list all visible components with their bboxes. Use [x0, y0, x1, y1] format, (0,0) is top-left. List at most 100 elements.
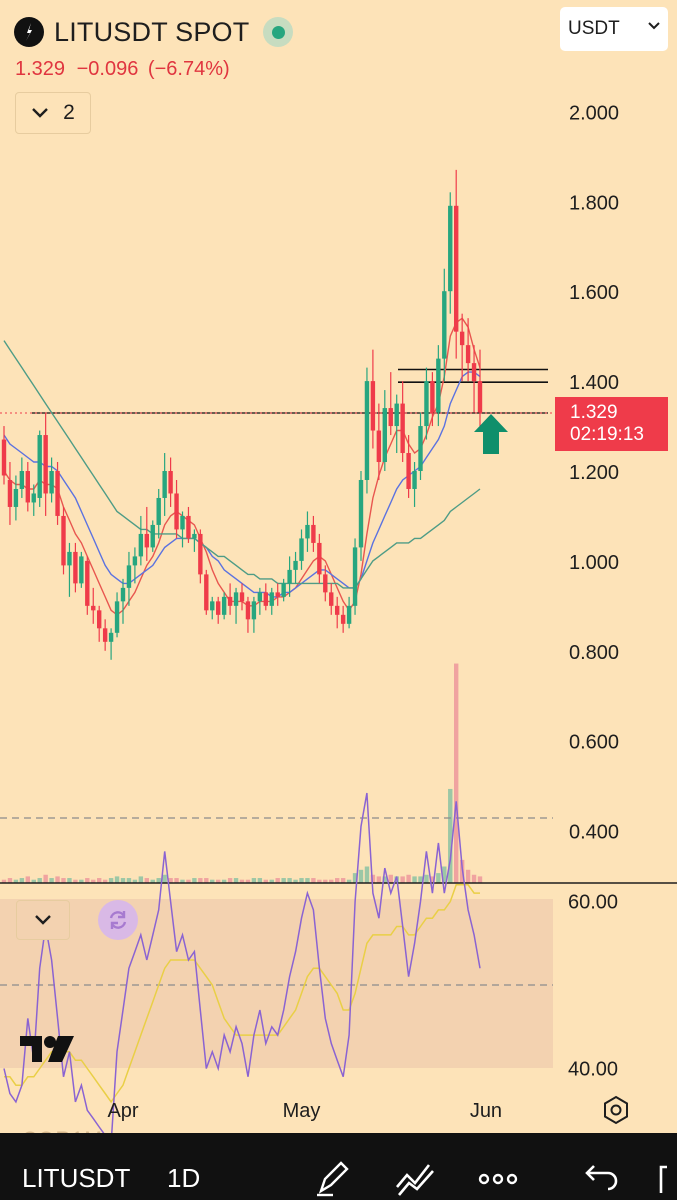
currency-select[interactable]: USDT — [560, 7, 668, 51]
volume-bar — [221, 879, 227, 883]
price-tick-label: 1.000 — [569, 552, 619, 574]
candle — [340, 605, 346, 633]
volume-bar — [204, 878, 209, 883]
price-change-line: 1.329 −0.096 (−6.74%) — [15, 58, 230, 81]
brush-icon[interactable] — [313, 1157, 353, 1197]
volume-bar — [49, 878, 54, 883]
candle — [85, 556, 90, 615]
volume-bar — [263, 879, 268, 883]
refresh-icon[interactable] — [98, 900, 138, 940]
volume-bar — [424, 874, 429, 883]
volume-bar — [156, 878, 161, 883]
candle — [454, 169, 459, 359]
candle — [376, 403, 382, 480]
candle — [67, 542, 72, 597]
volume-bar — [364, 866, 370, 883]
volume-bar — [73, 879, 78, 883]
undo-icon[interactable] — [578, 1157, 618, 1197]
time-axis[interactable]: Apr May Jun — [107, 1100, 502, 1122]
rsi-collapse-button[interactable] — [16, 900, 70, 940]
volume-bar — [448, 788, 453, 883]
candle — [364, 367, 370, 494]
price-axis[interactable]: 2.000 1.800 1.600 1.400 1.200 1.000 0.800 0.600… — [568, 102, 619, 1080]
candle — [317, 533, 322, 584]
volume-bar — [477, 876, 483, 883]
volume-bar — [102, 879, 108, 883]
candlesticks — [1, 169, 483, 660]
volume-bar — [442, 866, 447, 883]
volume-bar — [257, 878, 263, 883]
candle — [459, 313, 465, 382]
candle — [19, 457, 25, 498]
symbol-title[interactable]: LITUSDT SPOT — [54, 16, 250, 47]
currency-value: USDT — [568, 18, 620, 39]
candle — [335, 596, 340, 629]
fullscreen-icon[interactable] — [655, 1157, 677, 1197]
volume-bar — [7, 878, 13, 883]
toolbar-symbol-button[interactable]: LITUSDT — [22, 1163, 131, 1193]
price-tick-label: 1.200 — [569, 462, 619, 484]
last-price-label: 1.329 02:19:13 — [555, 397, 668, 451]
volume-bar — [126, 878, 132, 883]
candle — [388, 372, 393, 436]
price-tick-label: 2.000 — [569, 102, 619, 124]
volume-bar — [25, 876, 30, 883]
volume-bars — [1, 663, 483, 883]
volume-bar — [43, 874, 48, 883]
candle — [102, 619, 108, 651]
volume-bar — [340, 878, 346, 883]
candle — [448, 192, 453, 314]
volume-bar — [198, 878, 203, 883]
indicator-count: 2 — [63, 101, 75, 124]
candle — [162, 453, 167, 516]
candle — [352, 538, 358, 615]
volume-bar — [13, 879, 19, 883]
volume-bar — [471, 874, 477, 883]
trend-line-icon[interactable] — [393, 1157, 437, 1197]
bottom-toolbar: LITUSDT 1D — [0, 1133, 677, 1200]
candle — [471, 345, 477, 413]
price-chart[interactable]: 2.000 1.800 1.600 1.400 1.200 1.000 0.800 0.600… — [0, 0, 677, 1133]
volume-bar — [376, 876, 382, 883]
candle — [465, 318, 471, 382]
candle — [263, 583, 268, 611]
volume-bar — [335, 878, 340, 883]
volume-bar — [388, 874, 393, 883]
volume-bar — [382, 876, 387, 883]
gear-icon[interactable] — [600, 1094, 632, 1126]
volume-bar — [329, 879, 334, 883]
candle — [430, 372, 435, 427]
candle — [174, 479, 179, 539]
candle — [221, 592, 227, 620]
volume-bar — [210, 879, 215, 883]
candle — [138, 515, 144, 566]
chevron-down-icon — [648, 22, 660, 30]
price-tick-label: 1.600 — [569, 282, 619, 304]
toolbar-interval-button[interactable]: 1D — [167, 1163, 201, 1193]
volume-bar — [418, 876, 423, 883]
volume-bar — [293, 879, 298, 883]
candle — [43, 412, 48, 516]
symbol-header[interactable]: LITUSDT SPOT — [14, 12, 294, 52]
volume-bar — [162, 874, 167, 883]
price-tick-label: 0.400 — [569, 822, 619, 844]
market-status-icon — [263, 17, 294, 47]
volume-bar — [245, 879, 251, 883]
candle — [204, 569, 209, 615]
candle — [227, 583, 233, 615]
volume-bar — [186, 879, 191, 883]
candle — [192, 529, 197, 552]
price-tick-label: 0.600 — [569, 732, 619, 754]
more-icon[interactable] — [476, 1157, 520, 1197]
volume-bar — [281, 878, 286, 883]
indicators-collapse-button[interactable]: 2 — [15, 92, 91, 134]
candle — [281, 578, 286, 602]
candle — [37, 430, 42, 507]
candle — [436, 345, 441, 427]
volume-bar — [323, 879, 328, 883]
volume-bar — [436, 873, 441, 883]
candle — [311, 515, 316, 552]
rsi-ma-line — [4, 884, 480, 1104]
volume-bar — [1, 879, 7, 883]
volume-bar — [227, 878, 233, 883]
